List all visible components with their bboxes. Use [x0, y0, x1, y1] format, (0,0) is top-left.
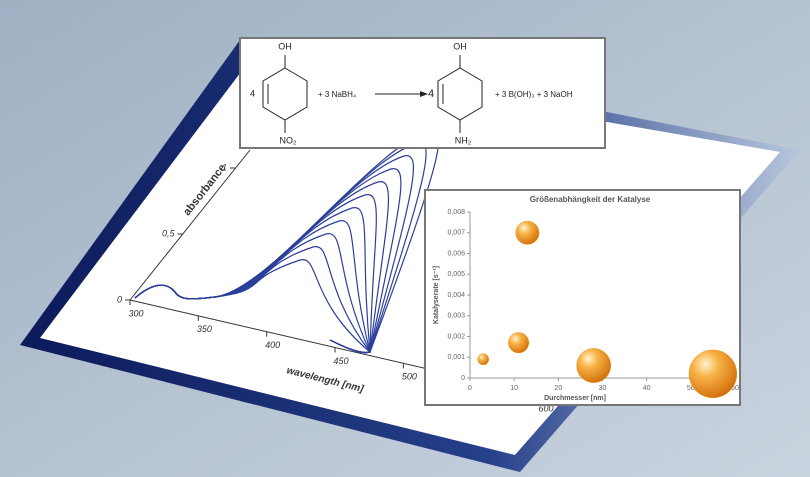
- y-tick-label: 0,005: [447, 271, 465, 278]
- x-tick-label: 0: [468, 385, 472, 392]
- group: OH: [453, 41, 467, 51]
- x-tick-label: 300: [128, 308, 143, 318]
- x-tick-label: 400: [265, 340, 280, 350]
- x-tick-label: 500: [402, 372, 417, 382]
- byproducts: + 3 B(OH)₃ + 3 NaOH: [495, 90, 573, 99]
- x-tick-label: 30: [599, 385, 607, 392]
- bubble-chart: Größenabhängkeit der Katalyse Durchmesse…: [424, 189, 741, 406]
- arrow-head: [420, 91, 428, 97]
- group: NH₂: [455, 135, 472, 145]
- y-tick-label: 0,001: [447, 354, 465, 361]
- x-tick-label: 450: [333, 356, 348, 366]
- group: NO₂: [280, 135, 298, 145]
- group: OH: [278, 41, 292, 51]
- y-tick-label: 0: [117, 294, 122, 304]
- bubble: [576, 348, 612, 383]
- y-tick-label: 0,008: [447, 209, 465, 216]
- y-tick-label: 0,002: [447, 333, 465, 340]
- x-axis-label: Durchmesser [nm]: [544, 395, 606, 402]
- x-tick-label: 350: [197, 324, 212, 334]
- x-tick-label: 50: [687, 385, 695, 392]
- spectrum-curve: [134, 129, 440, 354]
- y-axis-label: Katalyserate [s⁻¹]: [433, 266, 440, 324]
- coefficient: 4: [428, 88, 434, 100]
- y-tick-label: 0,006: [447, 250, 465, 257]
- chart-title: Größenabhängkeit der Katalyse: [530, 195, 651, 204]
- y-tick-label: 0,003: [447, 313, 465, 320]
- y-tick-label: 0: [461, 375, 465, 382]
- y-axis: [129, 149, 251, 301]
- y-tick-label: 0,004: [447, 292, 465, 299]
- y-tick-label: 0,5: [162, 228, 176, 238]
- bubble: [477, 353, 490, 366]
- y-tick-label: 0,007: [447, 230, 465, 237]
- bubble: [508, 332, 530, 354]
- bubble: [515, 220, 540, 245]
- x-tick-label: 20: [554, 385, 562, 392]
- x-tick-label: 600: [538, 403, 553, 413]
- x-tick-label: 10: [510, 385, 518, 392]
- reagent: + 3 NaBH₄: [318, 90, 356, 99]
- x-tick-label: 40: [643, 385, 651, 392]
- bubble: [688, 349, 738, 399]
- y-tick-label: 1: [222, 162, 227, 172]
- coefficient: 4: [250, 88, 255, 98]
- reaction-box: 4 OH NO₂ + 3 NaBH₄ 4 OH NH₂ + 3 B(OH)₃ +…: [239, 37, 606, 149]
- x-tick-label: 60: [731, 385, 739, 392]
